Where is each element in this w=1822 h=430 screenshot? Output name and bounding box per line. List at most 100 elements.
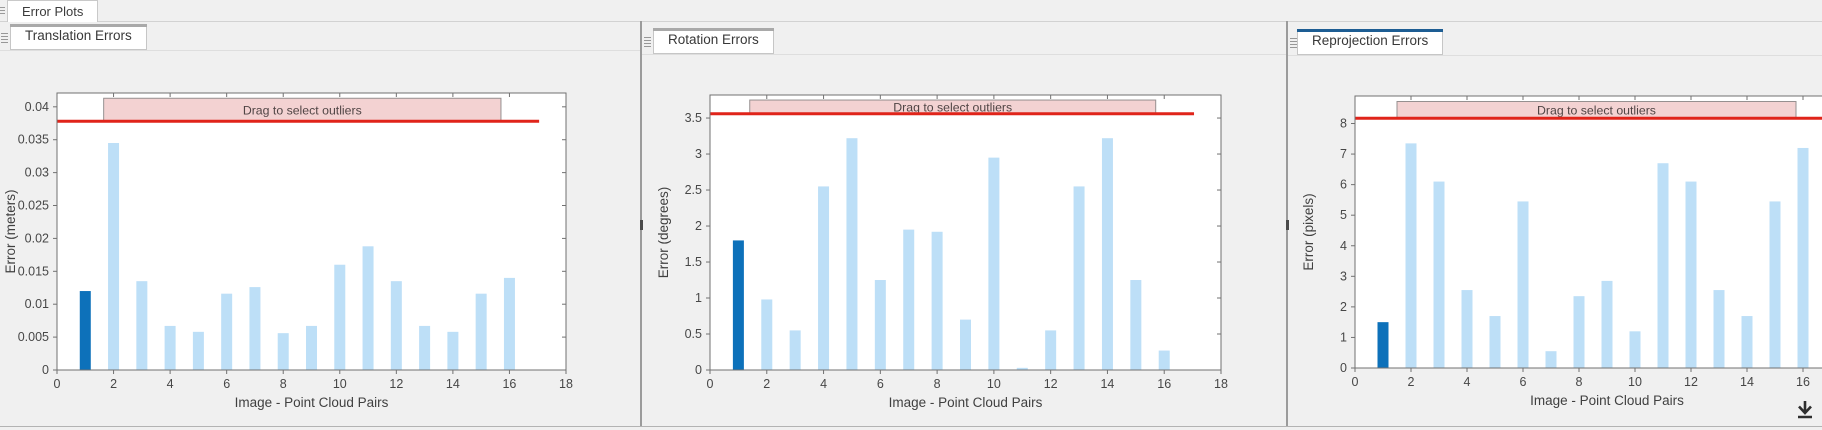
panel-grip-icon[interactable] [1, 31, 8, 45]
error-bar-15[interactable] [1769, 201, 1781, 368]
y-tick-label: 8 [1340, 117, 1347, 131]
error-bar-5[interactable] [192, 331, 204, 370]
x-tick-label: 16 [1157, 377, 1171, 391]
tab-rotation-errors[interactable]: Rotation Errors [653, 28, 774, 54]
error-bar-1[interactable] [79, 291, 91, 370]
error-bar-10[interactable] [988, 157, 1000, 370]
error-bar-11[interactable] [1016, 367, 1028, 370]
document-tab-grip-icon[interactable] [0, 5, 5, 16]
y-tick-label: 3 [1340, 269, 1347, 283]
x-tick-label: 4 [820, 377, 827, 391]
error-bar-14[interactable] [1101, 138, 1113, 370]
x-tick-label: 0 [54, 377, 61, 391]
tab-rotation-errors-label: Rotation Errors [668, 32, 759, 47]
error-bar-2[interactable] [1405, 143, 1417, 368]
y-tick-label: 0.02 [25, 231, 49, 245]
error-bar-12[interactable] [1045, 330, 1057, 370]
error-bar-5[interactable] [846, 138, 858, 370]
error-bar-16[interactable] [1797, 147, 1809, 368]
panel-bottom-border [0, 426, 1822, 427]
axes-box [1354, 95, 1822, 369]
y-tick-label: 0.015 [18, 264, 49, 278]
y-tick-label: 0 [42, 363, 49, 377]
x-tick-label: 6 [1520, 375, 1527, 389]
panel-grip-icon[interactable] [644, 35, 651, 49]
error-bar-8[interactable] [931, 231, 943, 370]
y-tick-label: 0.04 [25, 100, 49, 114]
panel-grip-icon[interactable] [1290, 36, 1297, 50]
x-tick-label: 4 [1464, 375, 1471, 389]
error-bar-7[interactable] [249, 287, 261, 370]
x-axis-label: Image - Point Cloud Pairs [889, 395, 1043, 410]
error-bar-9[interactable] [1601, 280, 1613, 368]
tab-translation-errors[interactable]: Translation Errors [10, 24, 147, 50]
error-bar-5[interactable] [1489, 316, 1501, 368]
splitter-handle[interactable] [640, 220, 643, 230]
x-tick-label: 6 [223, 377, 230, 391]
axes-box [56, 92, 567, 371]
error-bar-6[interactable] [874, 280, 886, 370]
error-bar-14[interactable] [447, 331, 459, 370]
error-bar-6[interactable] [221, 293, 233, 370]
error-bar-13[interactable] [1073, 186, 1085, 370]
tab-error-plots[interactable]: Error Plots [7, 0, 99, 22]
y-tick-label: 5 [1340, 208, 1347, 222]
error-bar-16[interactable] [503, 277, 515, 370]
error-bar-2[interactable] [108, 143, 120, 370]
y-tick-label: 0.025 [18, 199, 49, 213]
error-bar-13[interactable] [1713, 290, 1725, 368]
document-tab-bar [0, 0, 1822, 22]
error-bar-15[interactable] [1130, 280, 1142, 370]
translation-errors-chart[interactable]: Drag to select outliers 0 2 4 6 8 10 12 14 16 18 0 0… [0, 22, 640, 430]
error-bar-14[interactable] [1741, 316, 1753, 368]
tab-reprojection-errors[interactable]: Reprojection Errors [1297, 29, 1444, 55]
error-bar-1[interactable] [1377, 322, 1389, 368]
error-bar-11[interactable] [1657, 163, 1669, 368]
error-bar-13[interactable] [419, 325, 431, 370]
x-axis-label: Image - Point Cloud Pairs [235, 395, 389, 410]
error-bar-3[interactable] [136, 281, 148, 370]
error-bar-7[interactable] [1545, 351, 1557, 368]
error-bar-16[interactable] [1158, 350, 1170, 370]
y-tick-label: 0.01 [25, 297, 49, 311]
error-bar-4[interactable] [1461, 290, 1473, 368]
error-bar-4[interactable] [818, 186, 830, 370]
y-axis-label: Error (degrees) [656, 187, 671, 279]
error-bar-4[interactable] [164, 325, 176, 370]
x-tick-label: 8 [280, 377, 287, 391]
error-bar-12[interactable] [390, 281, 402, 370]
x-tick-label: 18 [559, 377, 573, 391]
error-bar-8[interactable] [1573, 296, 1585, 368]
y-tick-label: 1 [695, 291, 702, 305]
error-bar-15[interactable] [475, 293, 487, 370]
rotation-errors-panel: Rotation Errors Drag to select outliers 0… [642, 22, 1286, 430]
error-bar-2[interactable] [761, 299, 773, 370]
error-bar-10[interactable] [1629, 331, 1641, 368]
x-tick-label: 16 [502, 377, 516, 391]
x-tick-label: 8 [1576, 375, 1583, 389]
error-bar-12[interactable] [1685, 181, 1697, 368]
splitter-handle[interactable] [1286, 220, 1289, 230]
error-bar-6[interactable] [1517, 201, 1529, 368]
error-bar-9[interactable] [306, 325, 317, 370]
error-bar-1[interactable] [732, 240, 744, 370]
x-tick-label: 12 [389, 377, 403, 391]
error-bar-11[interactable] [362, 246, 374, 370]
error-bar-8[interactable] [277, 333, 289, 370]
error-bar-10[interactable] [334, 264, 346, 370]
error-bar-7[interactable] [903, 229, 915, 370]
y-tick-label: 3 [695, 147, 702, 161]
dock-down-arrow-icon[interactable] [1792, 398, 1818, 426]
x-tick-label: 2 [110, 377, 117, 391]
y-tick-label: 1.5 [685, 255, 702, 269]
x-tick-label: 2 [763, 377, 770, 391]
x-tick-label: 2 [1408, 375, 1415, 389]
reprojection-errors-chart[interactable]: Drag to select outliers02468101214161801… [1288, 22, 1822, 430]
error-bar-3[interactable] [1433, 181, 1445, 368]
y-tick-label: 6 [1340, 178, 1347, 192]
error-bar-9[interactable] [960, 319, 971, 370]
y-tick-label: 0 [695, 363, 702, 377]
error-bar-3[interactable] [789, 330, 801, 370]
